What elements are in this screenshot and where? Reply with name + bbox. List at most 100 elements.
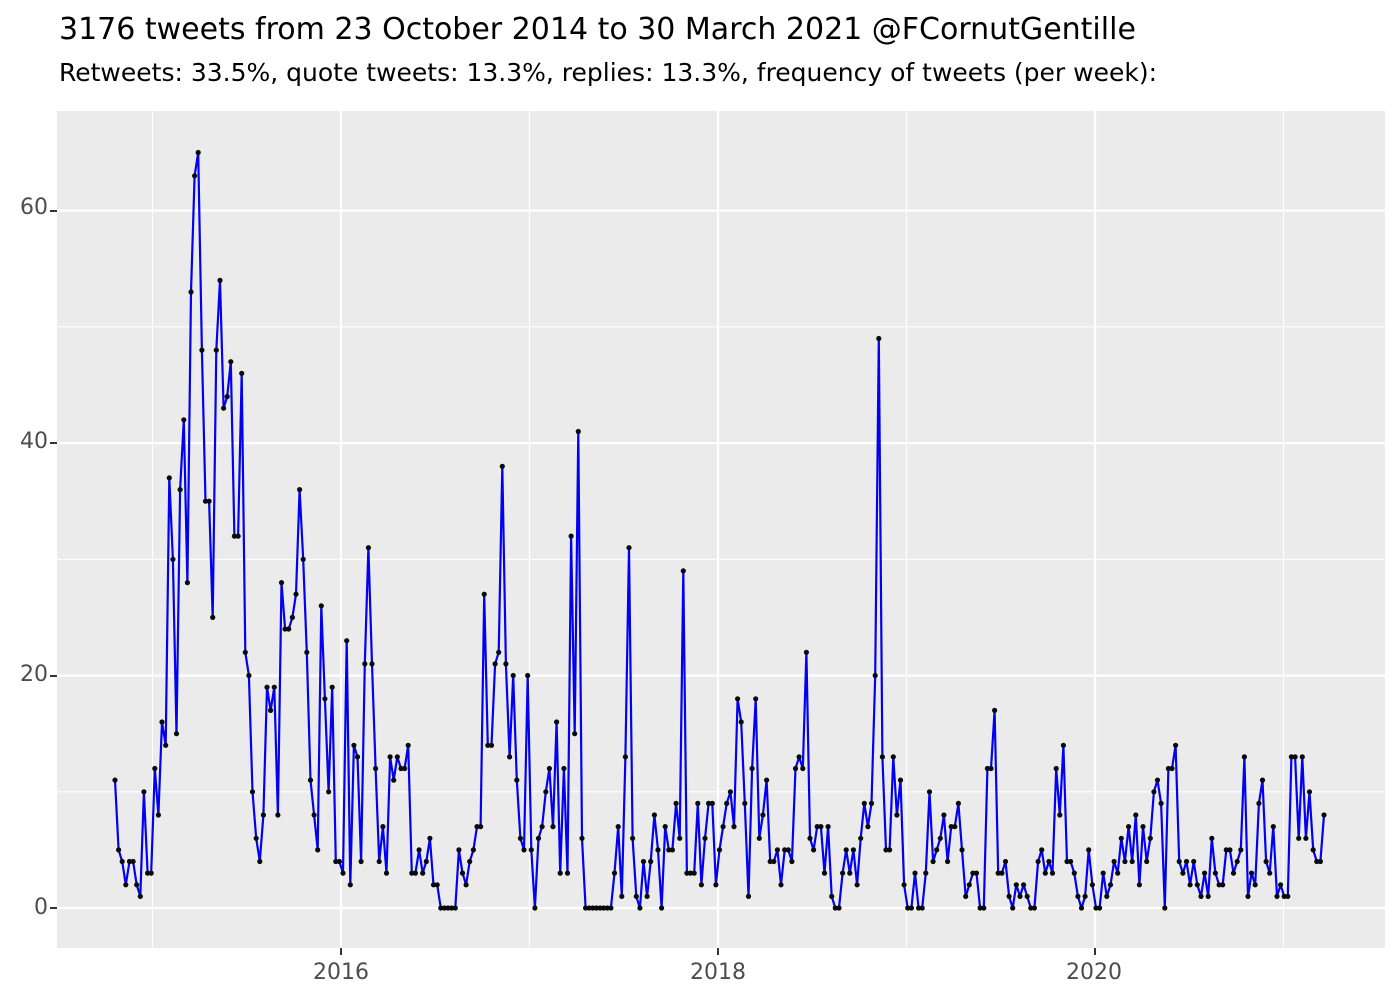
y-axis-tick-40: 40 bbox=[20, 429, 48, 454]
data-point bbox=[130, 858, 136, 865]
data-point bbox=[948, 824, 954, 830]
y-axis-tick-mark bbox=[50, 442, 57, 445]
data-point bbox=[1259, 777, 1266, 783]
data-point bbox=[1205, 893, 1211, 900]
data-point bbox=[930, 858, 936, 865]
data-point bbox=[709, 800, 715, 807]
data-point bbox=[586, 905, 592, 911]
data-point bbox=[253, 835, 259, 841]
data-point bbox=[1046, 858, 1052, 865]
data-point bbox=[695, 800, 701, 807]
data-point bbox=[434, 882, 440, 888]
data-point bbox=[630, 835, 636, 841]
data-point bbox=[430, 882, 437, 888]
data-point bbox=[593, 905, 600, 911]
y-axis-tick-0: 0 bbox=[34, 895, 48, 920]
data-point bbox=[188, 289, 194, 295]
data-point bbox=[1064, 858, 1070, 865]
data-point bbox=[1147, 835, 1153, 841]
data-point bbox=[738, 719, 744, 725]
data-point bbox=[764, 777, 770, 783]
data-point bbox=[1078, 905, 1085, 911]
data-point bbox=[1104, 893, 1110, 900]
data-point bbox=[756, 835, 762, 841]
data-point bbox=[1180, 870, 1186, 876]
data-point bbox=[811, 847, 817, 853]
data-point bbox=[883, 847, 889, 853]
data-point bbox=[1202, 870, 1208, 876]
data-point bbox=[854, 882, 860, 888]
data-point bbox=[242, 649, 248, 655]
data-point bbox=[872, 672, 878, 679]
data-point bbox=[1115, 870, 1121, 876]
data-point bbox=[626, 545, 632, 551]
data-point bbox=[604, 905, 610, 911]
data-point bbox=[420, 870, 426, 876]
data-point bbox=[116, 847, 122, 853]
data-point bbox=[742, 800, 748, 807]
data-point bbox=[221, 405, 227, 411]
data-point bbox=[633, 893, 639, 900]
data-point bbox=[1314, 858, 1320, 865]
data-point bbox=[1198, 893, 1204, 900]
data-point bbox=[926, 789, 933, 795]
data-point bbox=[181, 417, 187, 423]
data-point bbox=[879, 754, 886, 760]
data-point bbox=[945, 858, 951, 865]
data-point bbox=[1068, 858, 1074, 865]
data-point bbox=[260, 812, 266, 818]
data-point bbox=[1194, 882, 1200, 888]
data-point bbox=[398, 765, 404, 772]
data-point bbox=[1183, 858, 1190, 865]
data-point bbox=[405, 742, 411, 748]
data-point bbox=[192, 173, 198, 179]
data-point bbox=[1031, 905, 1037, 911]
data-point bbox=[213, 347, 219, 353]
data-point bbox=[499, 463, 505, 469]
data-point bbox=[1267, 870, 1273, 876]
data-point bbox=[235, 533, 241, 539]
data-point bbox=[767, 858, 773, 865]
data-point bbox=[687, 870, 694, 876]
data-point bbox=[818, 824, 824, 830]
data-point bbox=[640, 858, 647, 865]
data-point bbox=[1288, 754, 1294, 760]
data-point bbox=[1122, 858, 1128, 865]
data-point bbox=[901, 882, 907, 888]
data-point bbox=[550, 824, 556, 830]
data-point bbox=[326, 789, 332, 795]
data-point bbox=[488, 742, 495, 748]
data-point bbox=[329, 684, 335, 690]
data-point bbox=[601, 905, 607, 911]
x-axis-tick-2016: 2016 bbox=[313, 960, 369, 985]
data-point bbox=[1002, 858, 1009, 865]
data-point bbox=[416, 847, 422, 853]
data-point bbox=[231, 533, 237, 539]
data-point bbox=[1212, 870, 1218, 876]
data-point bbox=[228, 359, 234, 365]
data-point bbox=[1306, 789, 1313, 795]
data-point bbox=[955, 800, 962, 807]
data-point bbox=[170, 556, 176, 562]
data-point bbox=[557, 870, 563, 876]
data-point bbox=[724, 800, 730, 807]
data-point bbox=[807, 835, 813, 841]
data-point bbox=[554, 719, 560, 725]
data-point bbox=[611, 870, 618, 876]
data-point bbox=[789, 858, 795, 865]
data-point bbox=[1162, 905, 1168, 911]
data-point bbox=[916, 905, 922, 911]
data-point bbox=[528, 847, 534, 853]
data-point bbox=[369, 661, 375, 667]
data-point bbox=[383, 870, 390, 876]
data-point bbox=[796, 754, 802, 760]
data-point bbox=[1129, 858, 1135, 865]
data-point bbox=[452, 905, 458, 911]
data-point bbox=[119, 858, 125, 865]
data-point bbox=[919, 905, 925, 911]
data-point bbox=[173, 731, 180, 737]
y-axis-tick-mark bbox=[50, 674, 57, 677]
data-point bbox=[199, 347, 205, 353]
data-point bbox=[126, 858, 133, 865]
data-point bbox=[1176, 858, 1182, 865]
